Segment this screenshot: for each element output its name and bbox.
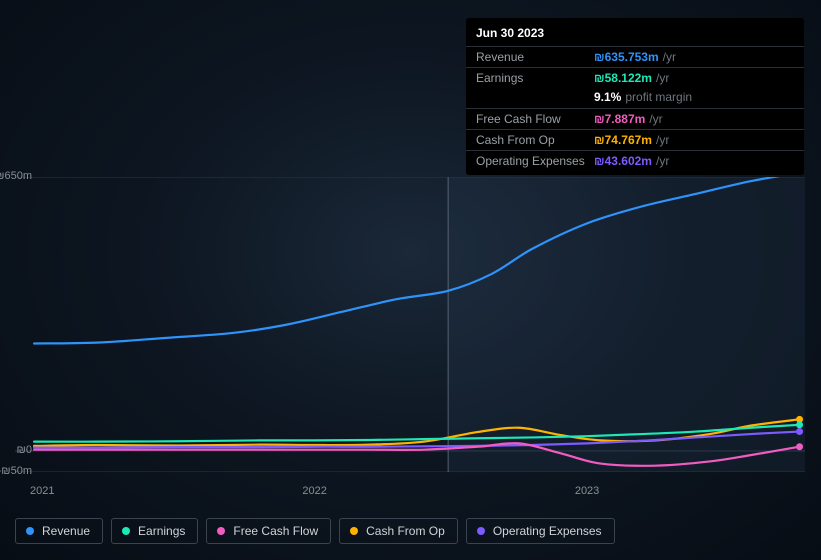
- legend-item-revenue[interactable]: Revenue: [15, 518, 103, 544]
- tooltip-metric-unit: /yr: [656, 70, 669, 86]
- y-axis-label: ₪0: [0, 444, 32, 456]
- tooltip-row: Earnings₪58.122m/yr: [466, 67, 804, 88]
- legend-label: Cash From Op: [366, 524, 445, 538]
- legend-item-earnings[interactable]: Earnings: [111, 518, 198, 544]
- tooltip-metric-label: Free Cash Flow: [476, 111, 594, 127]
- tooltip-date: Jun 30 2023: [466, 24, 804, 46]
- legend-label: Revenue: [42, 524, 90, 538]
- legend-item-operating-expenses[interactable]: Operating Expenses: [466, 518, 615, 544]
- tooltip-row: Cash From Op₪74.767m/yr: [466, 129, 804, 150]
- tooltip-metric-unit: /yr: [656, 132, 669, 148]
- tooltip-metric-value: ₪7.887m: [594, 111, 645, 127]
- tooltip-metric-value: ₪43.602m: [594, 153, 652, 169]
- legend-item-cash-from-op[interactable]: Cash From Op: [339, 518, 458, 544]
- series-end-dot: [796, 421, 803, 428]
- tooltip-row: Operating Expenses₪43.602m/yr: [466, 150, 804, 171]
- legend-dot-icon: [217, 527, 225, 535]
- tooltip-metric-label: Cash From Op: [476, 132, 594, 148]
- chart-legend: Revenue Earnings Free Cash Flow Cash From O…: [15, 518, 615, 544]
- tooltip-profit-pct: 9.1%: [594, 89, 621, 105]
- series-end-dot: [796, 443, 803, 450]
- tooltip-row: Free Cash Flow₪7.887m/yr: [466, 108, 804, 129]
- tooltip-metric-unit: /yr: [663, 49, 676, 65]
- y-axis-label: ₪650m: [0, 170, 32, 182]
- y-axis-label: -₪50m: [0, 465, 32, 477]
- tooltip-metric-unit: /yr: [656, 153, 669, 169]
- tooltip-subrow: 9.1%profit margin: [466, 88, 804, 108]
- tooltip-metric-value: ₪635.753m: [594, 49, 659, 65]
- tooltip-metric-value: ₪74.767m: [594, 132, 652, 148]
- legend-label: Operating Expenses: [493, 524, 602, 538]
- x-axis-label: 2023: [575, 485, 599, 497]
- x-axis-label: 2022: [302, 485, 326, 497]
- line-chart: [15, 177, 805, 472]
- tooltip-row: Revenue₪635.753m/yr: [466, 46, 804, 67]
- legend-label: Free Cash Flow: [233, 524, 318, 538]
- legend-item-free-cash-flow[interactable]: Free Cash Flow: [206, 518, 331, 544]
- tooltip-profit-label: profit margin: [625, 89, 692, 105]
- tooltip-metric-label: Revenue: [476, 49, 594, 65]
- tooltip-metric-value: ₪58.122m: [594, 70, 652, 86]
- series-end-dot: [796, 428, 803, 435]
- legend-dot-icon: [26, 527, 34, 535]
- legend-dot-icon: [122, 527, 130, 535]
- chart-tooltip: Jun 30 2023 Revenue₪635.753m/yrEarnings₪…: [466, 18, 804, 175]
- tooltip-metric-label: Operating Expenses: [476, 153, 594, 169]
- tooltip-metric-label: Earnings: [476, 70, 594, 86]
- tooltip-metric-unit: /yr: [649, 111, 662, 127]
- legend-label: Earnings: [138, 524, 185, 538]
- legend-dot-icon: [477, 527, 485, 535]
- legend-dot-icon: [350, 527, 358, 535]
- x-axis-label: 2021: [30, 485, 54, 497]
